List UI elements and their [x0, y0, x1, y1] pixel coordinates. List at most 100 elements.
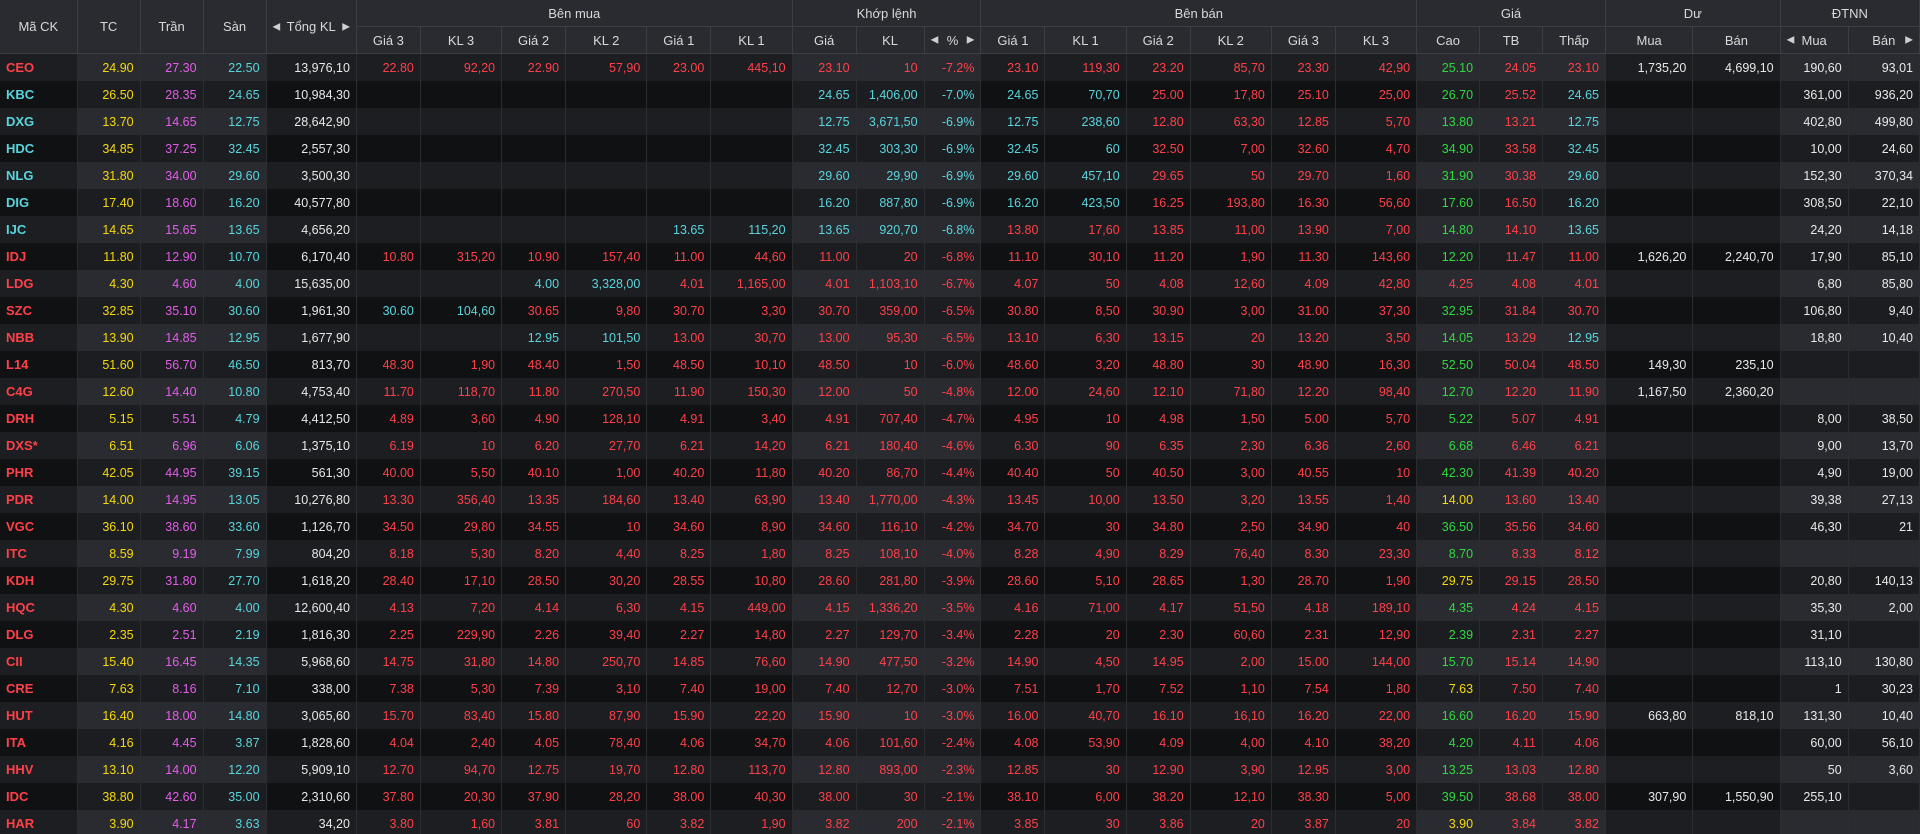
sell-price-1-cell[interactable]: 2.28 — [980, 621, 1046, 648]
sell-price-2-cell[interactable]: 40.50 — [1126, 459, 1191, 486]
table-row[interactable]: PHR 42.05 44.95 39.15 561,30 40.00 5,50 40.10 1,… — [0, 459, 1920, 486]
buy-price-3-cell[interactable] — [356, 162, 421, 189]
sell-price-2-cell[interactable]: 13.85 — [1126, 216, 1191, 243]
buy-price-3-cell[interactable]: 30.60 — [356, 297, 421, 324]
table-row[interactable]: C4G 12.60 14.40 10.80 4,753,40 11.70 118,70 11.… — [0, 378, 1920, 405]
table-row[interactable]: IJC 14.65 15.65 13.65 4,656,20 13.65 115,20 13.… — [0, 216, 1920, 243]
header-buy-price-2[interactable]: Giá 2 — [501, 26, 567, 54]
table-row[interactable]: VGC 36.10 38.60 33.60 1,126,70 34.50 29,80 34.5… — [0, 513, 1920, 540]
buy-price-3-cell[interactable]: 48.30 — [356, 351, 421, 378]
sell-price-1-cell[interactable]: 34.70 — [980, 513, 1046, 540]
header-low[interactable]: Thấp — [1542, 26, 1606, 54]
caret-left-icon[interactable]: ◀ — [930, 34, 939, 46]
header-total-volume[interactable]: ◀ Tổng KL ▶ — [266, 0, 357, 54]
buy-price-1-cell[interactable]: 8.25 — [646, 540, 712, 567]
buy-price-1-cell[interactable]: 4.15 — [646, 594, 712, 621]
sell-price-1-cell[interactable]: 4.16 — [980, 594, 1046, 621]
sell-price-3-cell[interactable]: 15.00 — [1271, 648, 1336, 675]
sell-price-1-cell[interactable]: 11.10 — [980, 243, 1046, 270]
sell-price-2-cell[interactable]: 23.20 — [1126, 53, 1191, 81]
buy-price-3-cell[interactable]: 12.70 — [356, 756, 421, 783]
buy-price-2-cell[interactable]: 28.50 — [501, 567, 567, 594]
sell-price-2-cell[interactable]: 30.90 — [1126, 297, 1191, 324]
header-sell-price-1[interactable]: Giá 1 — [980, 26, 1046, 54]
buy-price-1-cell[interactable]: 11.00 — [646, 243, 712, 270]
sell-price-2-cell[interactable]: 13.50 — [1126, 486, 1191, 513]
sell-price-1-cell[interactable]: 29.60 — [980, 162, 1046, 189]
table-row[interactable]: PDR 14.00 14.95 13.05 10,276,80 13.30 356,40 13… — [0, 486, 1920, 513]
buy-price-3-cell[interactable] — [356, 135, 421, 162]
buy-price-3-cell[interactable]: 13.30 — [356, 486, 421, 513]
sell-price-3-cell[interactable]: 6.36 — [1271, 432, 1336, 459]
sell-price-1-cell[interactable]: 4.95 — [980, 405, 1046, 432]
sell-price-1-cell[interactable]: 12.75 — [980, 108, 1046, 135]
caret-right-icon[interactable]: ▶ — [966, 34, 975, 46]
symbol-cell[interactable]: VGC — [0, 513, 78, 540]
buy-price-3-cell[interactable]: 4.89 — [356, 405, 421, 432]
buy-price-3-cell[interactable] — [356, 189, 421, 216]
buy-price-3-cell[interactable]: 37.80 — [356, 783, 421, 810]
buy-price-2-cell[interactable]: 4.90 — [501, 405, 567, 432]
header-match-vol[interactable]: KL — [856, 26, 925, 54]
buy-price-3-cell[interactable]: 34.50 — [356, 513, 421, 540]
symbol-cell[interactable]: DXS* — [0, 432, 78, 459]
sell-price-3-cell[interactable]: 32.60 — [1271, 135, 1336, 162]
buy-price-2-cell[interactable] — [501, 189, 567, 216]
buy-price-2-cell[interactable]: 40.10 — [501, 459, 567, 486]
buy-price-2-cell[interactable]: 10.90 — [501, 243, 567, 270]
sell-price-3-cell[interactable]: 4.10 — [1271, 729, 1336, 756]
symbol-cell[interactable]: L14 — [0, 351, 78, 378]
sell-price-2-cell[interactable]: 8.29 — [1126, 540, 1191, 567]
symbol-cell[interactable]: ITA — [0, 729, 78, 756]
header-sell-vol-1[interactable]: KL 1 — [1044, 26, 1127, 54]
sell-price-1-cell[interactable]: 7.51 — [980, 675, 1046, 702]
buy-price-3-cell[interactable] — [356, 324, 421, 351]
symbol-cell[interactable]: NLG — [0, 162, 78, 189]
buy-price-1-cell[interactable]: 6.21 — [646, 432, 712, 459]
buy-price-1-cell[interactable]: 23.00 — [646, 53, 712, 81]
buy-price-1-cell[interactable] — [646, 162, 712, 189]
sell-price-3-cell[interactable]: 4.09 — [1271, 270, 1336, 297]
header-buy-price-3[interactable]: Giá 3 — [356, 26, 421, 54]
header-match-price[interactable]: Giá — [792, 26, 857, 54]
sell-price-2-cell[interactable]: 2.30 — [1126, 621, 1191, 648]
buy-price-2-cell[interactable] — [501, 108, 567, 135]
sell-price-2-cell[interactable]: 16.10 — [1126, 702, 1191, 729]
buy-price-2-cell[interactable]: 14.80 — [501, 648, 567, 675]
sell-price-2-cell[interactable]: 12.10 — [1126, 378, 1191, 405]
symbol-cell[interactable]: HDC — [0, 135, 78, 162]
buy-price-1-cell[interactable]: 2.27 — [646, 621, 712, 648]
sell-price-3-cell[interactable]: 7.54 — [1271, 675, 1336, 702]
header-sell-price-3[interactable]: Giá 3 — [1271, 26, 1336, 54]
sell-price-3-cell[interactable]: 5.00 — [1271, 405, 1336, 432]
symbol-cell[interactable]: IDC — [0, 783, 78, 810]
sell-price-1-cell[interactable]: 16.20 — [980, 189, 1046, 216]
sell-price-3-cell[interactable]: 28.70 — [1271, 567, 1336, 594]
sell-price-1-cell[interactable]: 24.65 — [980, 81, 1046, 108]
sell-price-1-cell[interactable]: 16.00 — [980, 702, 1046, 729]
table-row[interactable]: NLG 31.80 34.00 29.60 3,500,30 29.60 29,90 -6.9… — [0, 162, 1920, 189]
caret-left-icon[interactable]: ◀ — [1786, 34, 1795, 46]
buy-price-2-cell[interactable]: 22.90 — [501, 53, 567, 81]
table-row[interactable]: DIG 17.40 18.60 16.20 40,577,80 16.20 887,80 -6… — [0, 189, 1920, 216]
buy-price-3-cell[interactable]: 10.80 — [356, 243, 421, 270]
header-ceil[interactable]: Trần — [140, 0, 204, 54]
buy-price-1-cell[interactable]: 4.06 — [646, 729, 712, 756]
symbol-cell[interactable]: DXG — [0, 108, 78, 135]
table-row[interactable]: SZC 32.85 35.10 30.60 1,961,30 30.60 104,60 30.… — [0, 297, 1920, 324]
buy-price-1-cell[interactable]: 30.70 — [646, 297, 712, 324]
sell-price-3-cell[interactable]: 48.90 — [1271, 351, 1336, 378]
symbol-cell[interactable]: CEO — [0, 53, 78, 81]
sell-price-3-cell[interactable]: 13.90 — [1271, 216, 1336, 243]
buy-price-1-cell[interactable]: 7.40 — [646, 675, 712, 702]
buy-price-1-cell[interactable]: 28.55 — [646, 567, 712, 594]
sell-price-2-cell[interactable]: 6.35 — [1126, 432, 1191, 459]
buy-price-3-cell[interactable]: 7.38 — [356, 675, 421, 702]
sell-price-2-cell[interactable]: 4.17 — [1126, 594, 1191, 621]
table-row[interactable]: HQC 4.30 4.60 4.00 12,600,40 4.13 7,20 4.14 6,30… — [0, 594, 1920, 621]
buy-price-2-cell[interactable] — [501, 162, 567, 189]
sell-price-2-cell[interactable]: 4.09 — [1126, 729, 1191, 756]
sell-price-3-cell[interactable]: 38.30 — [1271, 783, 1336, 810]
symbol-cell[interactable]: HUT — [0, 702, 78, 729]
symbol-cell[interactable]: CRE — [0, 675, 78, 702]
